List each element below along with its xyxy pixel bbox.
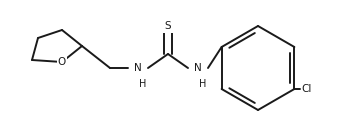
Text: H: H [139, 79, 147, 89]
Text: O: O [58, 57, 66, 67]
Text: S: S [165, 21, 171, 31]
Text: H: H [199, 79, 207, 89]
Text: Cl: Cl [302, 84, 312, 94]
Text: N: N [134, 63, 142, 73]
Text: N: N [194, 63, 202, 73]
